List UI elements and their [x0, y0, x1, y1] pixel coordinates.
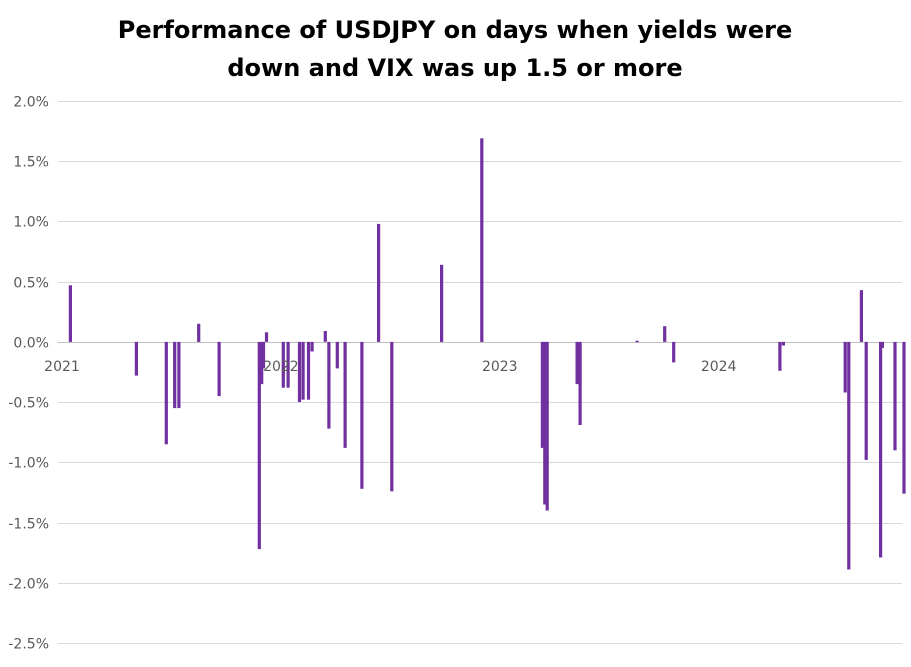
data-bar	[310, 341, 314, 352]
data-bar	[197, 323, 201, 342]
data-bar	[261, 341, 266, 369]
data-bar	[540, 341, 544, 448]
y-tick-label: 1.5%	[13, 155, 49, 171]
data-bar	[177, 341, 181, 409]
data-bar	[859, 290, 863, 342]
y-tick-label: -0.5%	[8, 396, 49, 412]
data-bar	[847, 341, 851, 570]
data-bar	[343, 341, 347, 448]
data-bar	[297, 341, 302, 403]
data-bar	[778, 341, 782, 371]
data-bar	[663, 326, 667, 342]
data-bar	[377, 223, 381, 342]
data-bar	[843, 341, 847, 393]
data-bar	[281, 341, 285, 388]
x-tick-label: 2022	[263, 359, 299, 375]
data-bar	[134, 341, 138, 376]
data-bar	[264, 332, 269, 342]
data-bar	[260, 341, 264, 385]
data-bar	[323, 331, 327, 342]
y-tick-label: 0.0%	[13, 336, 49, 352]
data-bar	[390, 341, 394, 492]
data-bar	[68, 285, 72, 342]
data-bar	[902, 341, 906, 494]
y-axis-tick-labels: 2.0% 1.5% 1.0% 0.5% 0.0% -0.5% -1.0% -1.5% -2.0%…	[8, 95, 49, 653]
y-tick-label: 0.5%	[13, 276, 49, 292]
y-tick-label: -1.0%	[8, 456, 49, 472]
x-tick-label: 2023	[482, 359, 518, 375]
data-bar	[543, 341, 547, 505]
data-bar	[672, 341, 676, 363]
data-bar	[173, 341, 177, 409]
data-bars	[68, 138, 906, 570]
data-bar	[864, 341, 868, 460]
data-bar	[879, 341, 883, 558]
data-bar	[335, 341, 339, 369]
x-tick-label: 2021	[44, 359, 80, 375]
data-bar	[164, 341, 168, 445]
data-bar	[327, 341, 331, 429]
y-tick-label: -2.0%	[8, 577, 49, 593]
data-bar	[257, 341, 261, 550]
data-bar	[880, 341, 884, 348]
data-bar	[217, 341, 221, 397]
data-bar	[781, 341, 785, 346]
y-tick-label: 2.0%	[13, 95, 49, 111]
gridlines	[58, 101, 902, 644]
x-axis-tick-labels: 2021 2022 2023 2024	[44, 359, 736, 375]
data-bar	[635, 340, 639, 343]
y-tick-label: 1.0%	[13, 215, 49, 231]
data-bar	[301, 341, 305, 400]
data-bar	[286, 341, 290, 388]
data-bar	[893, 341, 897, 451]
chart-title-line-1: Performance of USDJPY on days when yield…	[118, 16, 792, 44]
data-bar	[360, 341, 364, 489]
y-tick-label: -2.5%	[8, 637, 49, 653]
y-tick-label: -1.5%	[8, 517, 49, 533]
chart-title-line-2: down and VIX was up 1.5 or more	[227, 54, 682, 82]
x-tick-label: 2024	[701, 359, 737, 375]
data-bar	[575, 341, 579, 385]
data-bar	[545, 341, 549, 511]
data-bar	[306, 341, 311, 400]
data-bar	[440, 264, 444, 342]
data-bar	[480, 138, 484, 342]
data-bar	[578, 341, 582, 425]
